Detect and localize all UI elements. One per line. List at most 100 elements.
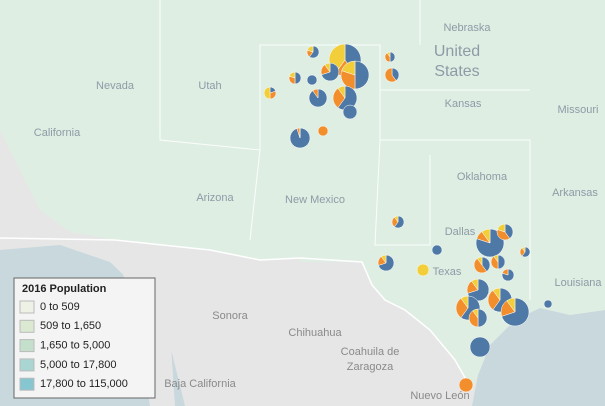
region-label: Arizona [196, 192, 234, 204]
pie-marker [391, 215, 405, 229]
pie-slice [469, 336, 491, 358]
region-label: Louisiana [554, 277, 602, 289]
pie-slice [340, 70, 356, 90]
mexico-label: Coahuila de [341, 346, 400, 358]
pie-slice [521, 246, 526, 253]
pie-slice [501, 268, 509, 276]
pie-slice [312, 88, 319, 99]
pie-slice [496, 229, 511, 241]
pie-slice [471, 278, 479, 291]
pie-marker [340, 60, 370, 90]
pie-slice [468, 310, 479, 328]
pie-slice [543, 299, 553, 309]
pie-slice [394, 215, 405, 229]
legend: 2016 Population 0 to 509 509 to 1,650 1,65… [13, 277, 156, 399]
pie-slice [521, 246, 531, 258]
mexico-label: Baja California [164, 378, 236, 390]
pie-marker [308, 88, 328, 108]
legend-swatch [19, 358, 35, 372]
pie-slice [294, 71, 302, 85]
legend-label: 17,800 to 115,000 [40, 378, 128, 390]
pie-slice [477, 308, 488, 328]
mexico-label: Chihuahua [288, 327, 342, 339]
pie-marker [288, 71, 302, 85]
region-label: Texas [433, 266, 462, 278]
pie-marker [469, 336, 491, 358]
pie-marker [317, 125, 329, 137]
pie-marker [519, 246, 531, 258]
mexico-label: Nuevo León [410, 390, 469, 402]
border [0, 237, 473, 391]
pie-slice [481, 256, 491, 272]
pie-slice [384, 67, 397, 83]
pie-slice [497, 254, 506, 270]
pie-marker [473, 256, 491, 274]
pie-marker [496, 223, 514, 241]
legend-title: 2016 Population [22, 283, 107, 295]
legend-label: 509 to 1,650 [40, 320, 101, 332]
pie-markers [263, 43, 553, 393]
pie-marker [543, 299, 553, 309]
pie-slice [324, 62, 331, 73]
pie-marker [342, 104, 358, 120]
state-borders [159, 0, 531, 300]
pie-marker [332, 85, 358, 111]
pie-marker [501, 268, 515, 282]
mexico-label: Sonora [212, 310, 248, 322]
pie-marker [468, 308, 488, 328]
legend-box [13, 277, 156, 399]
pie-slice [493, 254, 499, 263]
pie-slice [476, 256, 483, 266]
pie-slice [389, 51, 396, 63]
legend-swatch [19, 377, 35, 391]
pie-slice [288, 71, 296, 79]
pie-marker [475, 228, 505, 258]
region-label: Nebraska [443, 22, 491, 34]
legend-label: 1,650 to 5,000 [40, 340, 110, 352]
legend-swatch [19, 339, 35, 353]
legend-label: 5,000 to 17,800 [40, 359, 116, 371]
pie-slice [472, 308, 479, 319]
pie-slice [317, 125, 329, 137]
pie-marker [500, 297, 530, 327]
pie-slice [394, 215, 399, 223]
region-label: Utah [198, 80, 221, 92]
pie-slice [501, 297, 530, 327]
pie-slice [386, 51, 391, 58]
us-land [0, 0, 605, 390]
mexico-label: Zaragoza [347, 361, 394, 373]
legend-label: 0 to 509 [40, 301, 80, 313]
pie-marker [466, 278, 490, 302]
pie-marker [384, 51, 396, 63]
pie-marker [458, 377, 474, 393]
country-label: United [434, 43, 480, 60]
pie-slice [431, 244, 443, 256]
pie-slice [501, 268, 515, 282]
pie-slice [497, 223, 506, 233]
pie-slice [458, 377, 474, 393]
region-label: Missouri [558, 104, 599, 116]
pie-slice [504, 223, 514, 239]
pie-slice [380, 254, 387, 264]
pie-slice [306, 45, 314, 53]
country-label: States [434, 63, 479, 80]
pie-slice [481, 228, 491, 244]
pie-slice [354, 60, 370, 90]
region-label: Kansas [445, 98, 482, 110]
pie-slice [306, 74, 318, 86]
pie-marker [289, 127, 311, 149]
pie-slice [309, 45, 320, 59]
pie-slice [337, 85, 346, 99]
region-label: Nevada [96, 80, 135, 92]
pie-marker [431, 244, 443, 256]
region-label: Oklahoma [457, 171, 508, 183]
pie-slice [492, 287, 501, 301]
region-label: Dallas [445, 226, 476, 238]
region-label: California [34, 127, 81, 139]
pie-marker [306, 45, 320, 59]
pie-slice [263, 86, 271, 100]
pie-marker [416, 263, 430, 277]
region-label: New Mexico [285, 194, 345, 206]
pie-slice [506, 297, 516, 313]
